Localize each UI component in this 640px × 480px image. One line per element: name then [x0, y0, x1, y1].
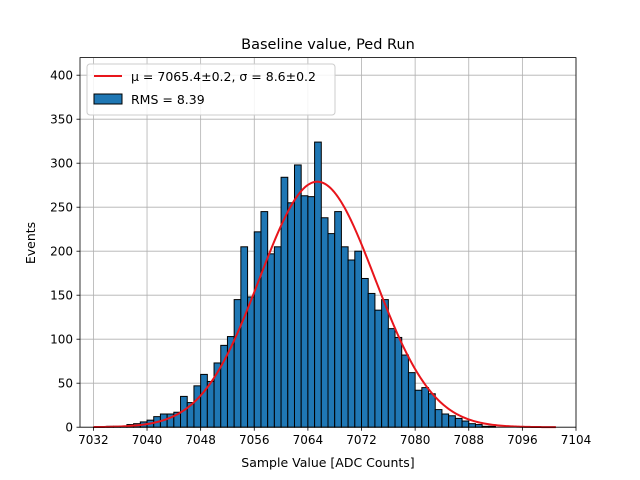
x-tick-label: 7056: [239, 433, 270, 447]
histogram-bar: [320, 217, 329, 428]
histogram-bar: [267, 253, 275, 428]
histogram-bar: [361, 277, 369, 428]
legend-fit-label: μ = 7065.4±0.2, σ = 8.6±0.2: [131, 69, 316, 84]
x-axis-label: Sample Value [ADC Counts]: [241, 455, 414, 470]
histogram-bar: [307, 196, 316, 428]
histogram-bar: [327, 233, 336, 428]
histogram-bar: [374, 309, 383, 428]
y-axis-ticks: 0 50 100 150 200 250 300 350 400: [50, 69, 80, 435]
histogram-bar: [200, 373, 208, 428]
histogram-bars: [106, 141, 497, 428]
histogram-bar: [401, 354, 409, 428]
histogram-bar: [253, 231, 262, 428]
histogram-bar: [421, 387, 430, 428]
histogram-bar: [387, 328, 396, 428]
histogram-bar: [206, 380, 215, 428]
histogram-bar: [314, 141, 322, 428]
x-tick-label: 7064: [293, 433, 324, 447]
y-tick-label: 300: [50, 157, 73, 171]
y-tick-label: 350: [50, 113, 73, 127]
histogram-bar: [414, 389, 423, 428]
x-tick-label: 7032: [78, 433, 109, 447]
x-tick-label: 7104: [561, 433, 592, 447]
legend-rms-swatch: [93, 93, 123, 105]
histogram-bar: [441, 413, 450, 428]
plot-frame: [79, 57, 577, 428]
legend-box: [86, 63, 336, 116]
y-tick-label: 200: [50, 245, 73, 259]
histogram-bar: [468, 423, 476, 428]
histogram-bar: [434, 409, 443, 428]
x-tick-label: 7040: [132, 433, 163, 447]
histogram-bar: [461, 420, 470, 428]
legend-rms-label: RMS = 8.39: [131, 92, 205, 107]
histogram-bar: [347, 259, 356, 428]
histogram-bar: [300, 195, 309, 428]
histogram-bar: [260, 211, 269, 428]
histogram-bar: [240, 246, 249, 428]
chart-title: Baseline value, Ped Run: [241, 37, 415, 53]
x-tick-label: 7072: [346, 433, 377, 447]
histogram-bar: [367, 292, 376, 428]
y-tick-label: 0: [65, 421, 73, 435]
histogram-bar: [381, 299, 389, 428]
histogram-bar: [193, 385, 202, 428]
y-tick-label: 100: [50, 333, 73, 347]
histogram-bar: [340, 246, 349, 428]
histogram-bar: [394, 336, 403, 428]
histogram-bar: [454, 417, 463, 428]
x-tick-label: 7088: [453, 433, 484, 447]
y-tick-label: 150: [50, 289, 73, 303]
histogram-bar: [293, 164, 302, 428]
gaussian-fit-curve: [93, 180, 556, 429]
legend: μ = 7065.4±0.2, σ = 8.6±0.2 RMS = 8.39: [86, 63, 336, 116]
y-tick-label: 400: [50, 69, 73, 83]
histogram-bar: [448, 415, 456, 428]
y-axis-label: Events: [23, 222, 38, 264]
x-axis-ticks: 7032 7040 7048 7056 7064 7072 7080 7088 7096 7104: [78, 427, 591, 447]
histogram-bar: [407, 372, 416, 428]
histogram-bar: [273, 246, 282, 428]
x-tick-label: 7096: [507, 433, 538, 447]
histogram-bar: [354, 250, 363, 428]
y-tick-label: 250: [50, 201, 73, 215]
x-tick-label: 7080: [400, 433, 431, 447]
histogram-bar: [287, 202, 295, 428]
x-tick-label: 7048: [185, 433, 216, 447]
histogram-bar: [428, 393, 436, 428]
y-tick-label: 50: [58, 377, 73, 391]
histogram-bar: [247, 296, 255, 428]
histogram-bar: [233, 299, 242, 428]
histogram-bar: [334, 211, 342, 428]
